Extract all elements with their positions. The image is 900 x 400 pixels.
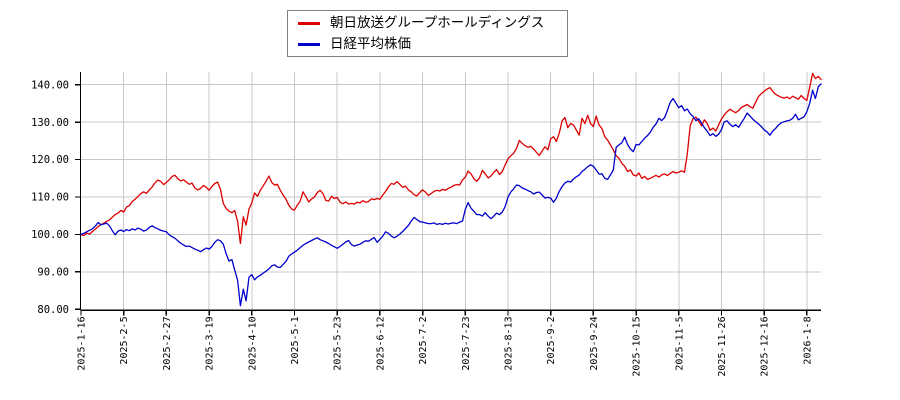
series-label-nikkei: 日経平均株価 — [330, 36, 411, 51]
x-axis-labels: 2025-1-16 2025-2-5 2025-2-27 2025-3-19 2025-… — [77, 316, 814, 376]
svg-text:80.00: 80.00 — [37, 304, 69, 316]
svg-text:2025-9-2: 2025-9-2 — [546, 316, 557, 364]
svg-text:90.00: 90.00 — [37, 267, 69, 279]
svg-text:2025-5-23: 2025-5-23 — [333, 316, 344, 370]
series-swatch-asahi — [298, 21, 320, 25]
legend-item-asahi: 朝日放送グループホールディングス — [298, 14, 567, 32]
svg-text:130.00: 130.00 — [31, 117, 69, 129]
svg-text:2025-11-26: 2025-11-26 — [717, 316, 728, 376]
series-label-asahi: 朝日放送グループホールディングス — [330, 15, 545, 30]
svg-text:2025-7-2: 2025-7-2 — [418, 316, 429, 364]
svg-text:2025-9-24: 2025-9-24 — [589, 316, 600, 370]
svg-text:2025-6-12: 2025-6-12 — [375, 316, 386, 370]
series-line-asahi — [80, 72, 822, 245]
svg-text:2025-1-16: 2025-1-16 — [77, 316, 88, 370]
svg-text:120.00: 120.00 — [31, 154, 69, 166]
svg-text:2026-1-8: 2026-1-8 — [802, 316, 813, 364]
svg-text:2025-3-19: 2025-3-19 — [205, 316, 216, 370]
gridlines — [81, 72, 821, 310]
svg-text:2025-12-16: 2025-12-16 — [760, 316, 771, 376]
svg-text:2025-10-15: 2025-10-15 — [632, 316, 643, 376]
legend-item-nikkei: 日経平均株価 — [298, 35, 567, 53]
y-axis-labels: 80.00 90.00 100.00 110.00 120.00 130.00 140.00 — [31, 79, 69, 316]
svg-text:2025-2-5: 2025-2-5 — [119, 316, 130, 364]
svg-text:2025-4-10: 2025-4-10 — [247, 316, 258, 370]
svg-text:110.00: 110.00 — [31, 192, 69, 204]
axes — [75, 72, 821, 316]
svg-text:140.00: 140.00 — [31, 79, 69, 91]
svg-text:100.00: 100.00 — [31, 229, 69, 241]
svg-text:2025-7-23: 2025-7-23 — [461, 316, 472, 370]
legend: 朝日放送グループホールディングス 日経平均株価 — [287, 10, 568, 57]
series-swatch-nikkei — [298, 42, 320, 46]
series-line-nikkei — [80, 83, 822, 307]
svg-text:2025-11-5: 2025-11-5 — [674, 316, 685, 370]
svg-text:2025-8-13: 2025-8-13 — [504, 316, 515, 370]
svg-text:2025-2-27: 2025-2-27 — [162, 316, 173, 370]
svg-text:2025-5-1: 2025-5-1 — [290, 316, 301, 364]
